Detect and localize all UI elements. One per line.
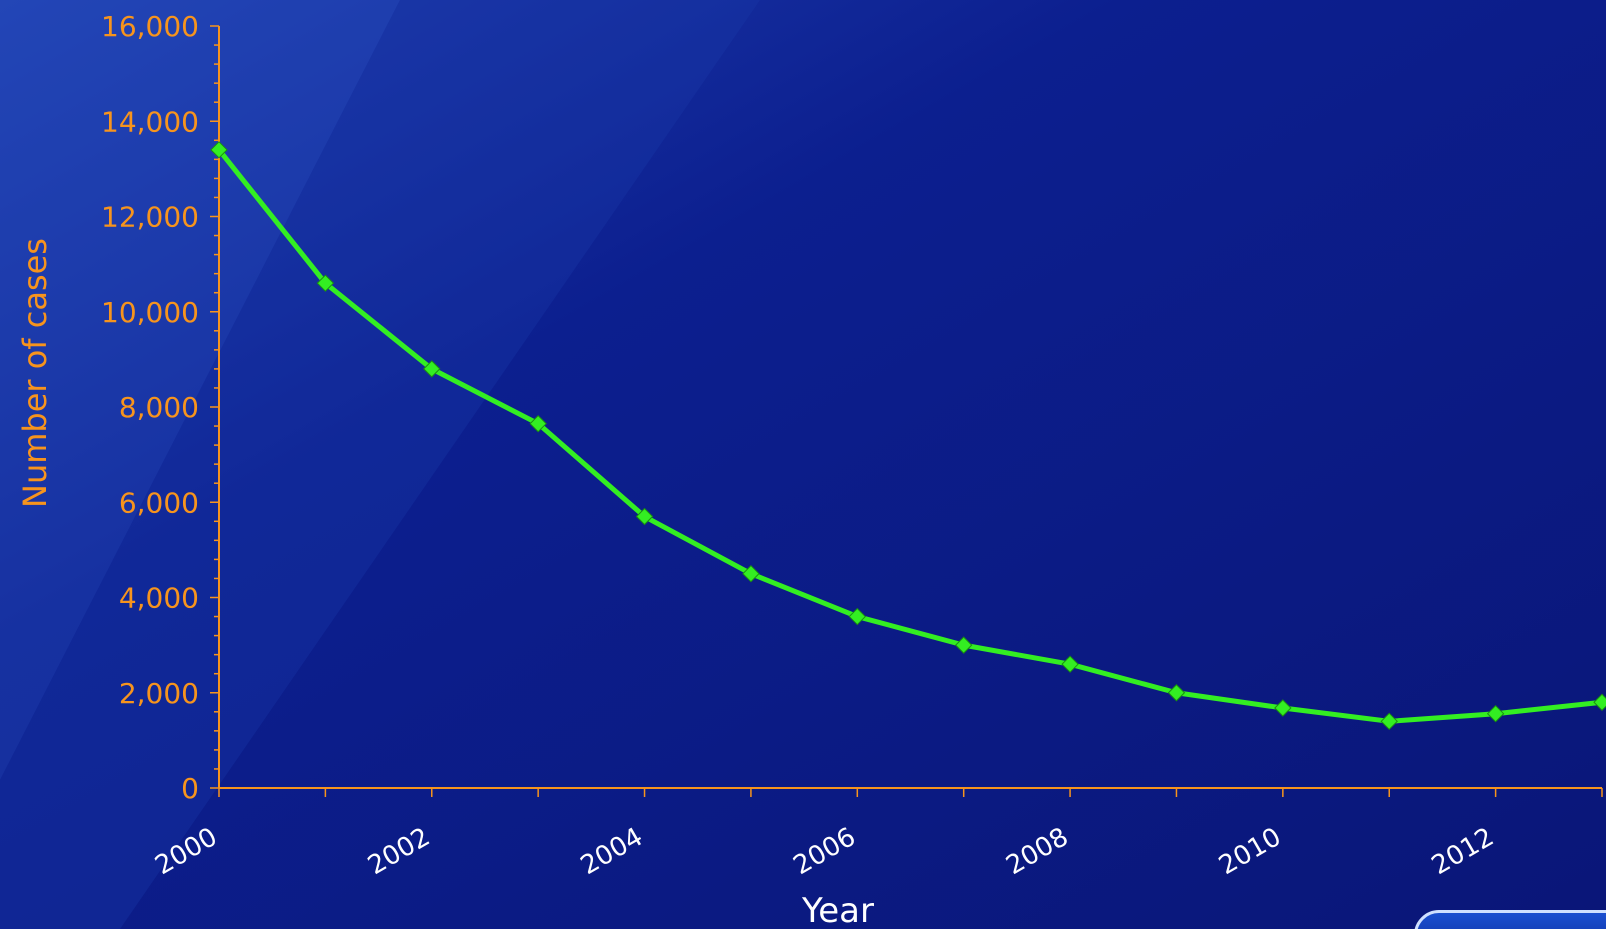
data-point <box>1061 655 1079 673</box>
y-tick-label: 10,000 <box>101 296 199 329</box>
data-point <box>954 636 973 654</box>
data-point <box>423 360 441 378</box>
data-point <box>1486 704 1505 723</box>
y-tick-label: 14,000 <box>101 105 199 138</box>
series-line <box>217 148 1603 724</box>
x-axis-label: Year <box>801 891 874 929</box>
y-tick-label: 8,000 <box>119 391 199 424</box>
data-point <box>210 141 228 159</box>
y-axis-label: Number of cases <box>16 238 54 508</box>
y-tick-label: 0 <box>181 772 199 805</box>
x-tick-label: 2004 <box>576 822 648 881</box>
x-tick-label: 2012 <box>1427 822 1499 881</box>
navigation-badge[interactable] <box>1414 910 1606 929</box>
x-tick-label: 2000 <box>150 822 222 881</box>
data-point <box>1380 712 1398 731</box>
data-point <box>1274 699 1292 717</box>
x-tick-label: 2008 <box>1001 822 1073 881</box>
data-point <box>529 414 547 433</box>
x-axis: 2000 2002 2004 2006 2008 2010 2012 <box>150 787 1603 881</box>
data-point <box>1593 693 1606 711</box>
x-tick-label: 2006 <box>789 822 861 881</box>
data-point <box>316 274 335 292</box>
y-axis: 0 2,000 4,000 6,000 8,000 10,000 12,000 14,000 1… <box>101 10 220 805</box>
y-tick-label: 6,000 <box>119 486 199 519</box>
data-point <box>635 507 654 526</box>
y-tick-label: 16,000 <box>101 10 199 43</box>
data-point <box>848 607 867 626</box>
y-tick-label: 4,000 <box>119 582 199 615</box>
y-tick-label: 12,000 <box>101 201 199 234</box>
data-point <box>742 564 760 583</box>
x-tick-label: 2010 <box>1214 822 1286 881</box>
y-tick-label: 2,000 <box>119 677 199 710</box>
series-group <box>210 141 1606 731</box>
data-point <box>1167 684 1186 702</box>
x-tick-label: 2002 <box>363 822 435 881</box>
